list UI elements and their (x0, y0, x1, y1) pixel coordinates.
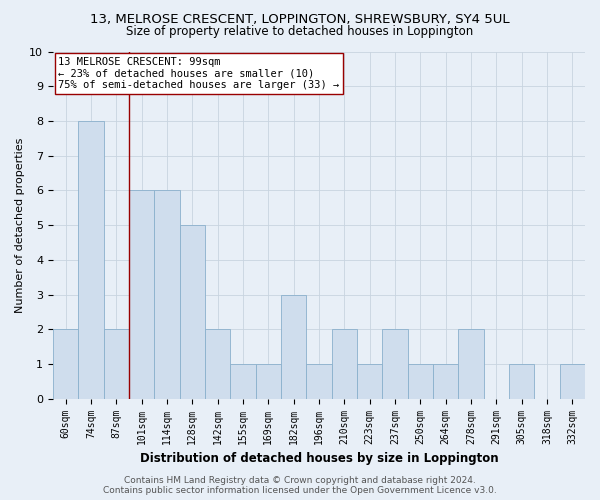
Bar (407, 364, 433, 398)
Bar (129, 190, 154, 398)
Bar (179, 225, 205, 398)
Text: Size of property relative to detached houses in Loppington: Size of property relative to detached ho… (127, 25, 473, 38)
Bar (53, 330, 78, 398)
Bar (509, 364, 535, 398)
Bar (256, 364, 281, 398)
Bar (332, 330, 357, 398)
Text: Contains HM Land Registry data © Crown copyright and database right 2024.
Contai: Contains HM Land Registry data © Crown c… (103, 476, 497, 495)
Text: 13, MELROSE CRESCENT, LOPPINGTON, SHREWSBURY, SY4 5UL: 13, MELROSE CRESCENT, LOPPINGTON, SHREWS… (90, 12, 510, 26)
Bar (306, 364, 332, 398)
Bar (78, 121, 104, 398)
Bar (433, 364, 458, 398)
Bar (205, 330, 230, 398)
Bar (560, 364, 585, 398)
Bar (230, 364, 256, 398)
Bar (281, 294, 306, 399)
X-axis label: Distribution of detached houses by size in Loppington: Distribution of detached houses by size … (140, 452, 498, 465)
Y-axis label: Number of detached properties: Number of detached properties (15, 138, 25, 313)
Bar (154, 190, 179, 398)
Bar (382, 330, 407, 398)
Bar (458, 330, 484, 398)
Text: 13 MELROSE CRESCENT: 99sqm
← 23% of detached houses are smaller (10)
75% of semi: 13 MELROSE CRESCENT: 99sqm ← 23% of deta… (58, 56, 340, 90)
Bar (357, 364, 382, 398)
Bar (104, 330, 129, 398)
